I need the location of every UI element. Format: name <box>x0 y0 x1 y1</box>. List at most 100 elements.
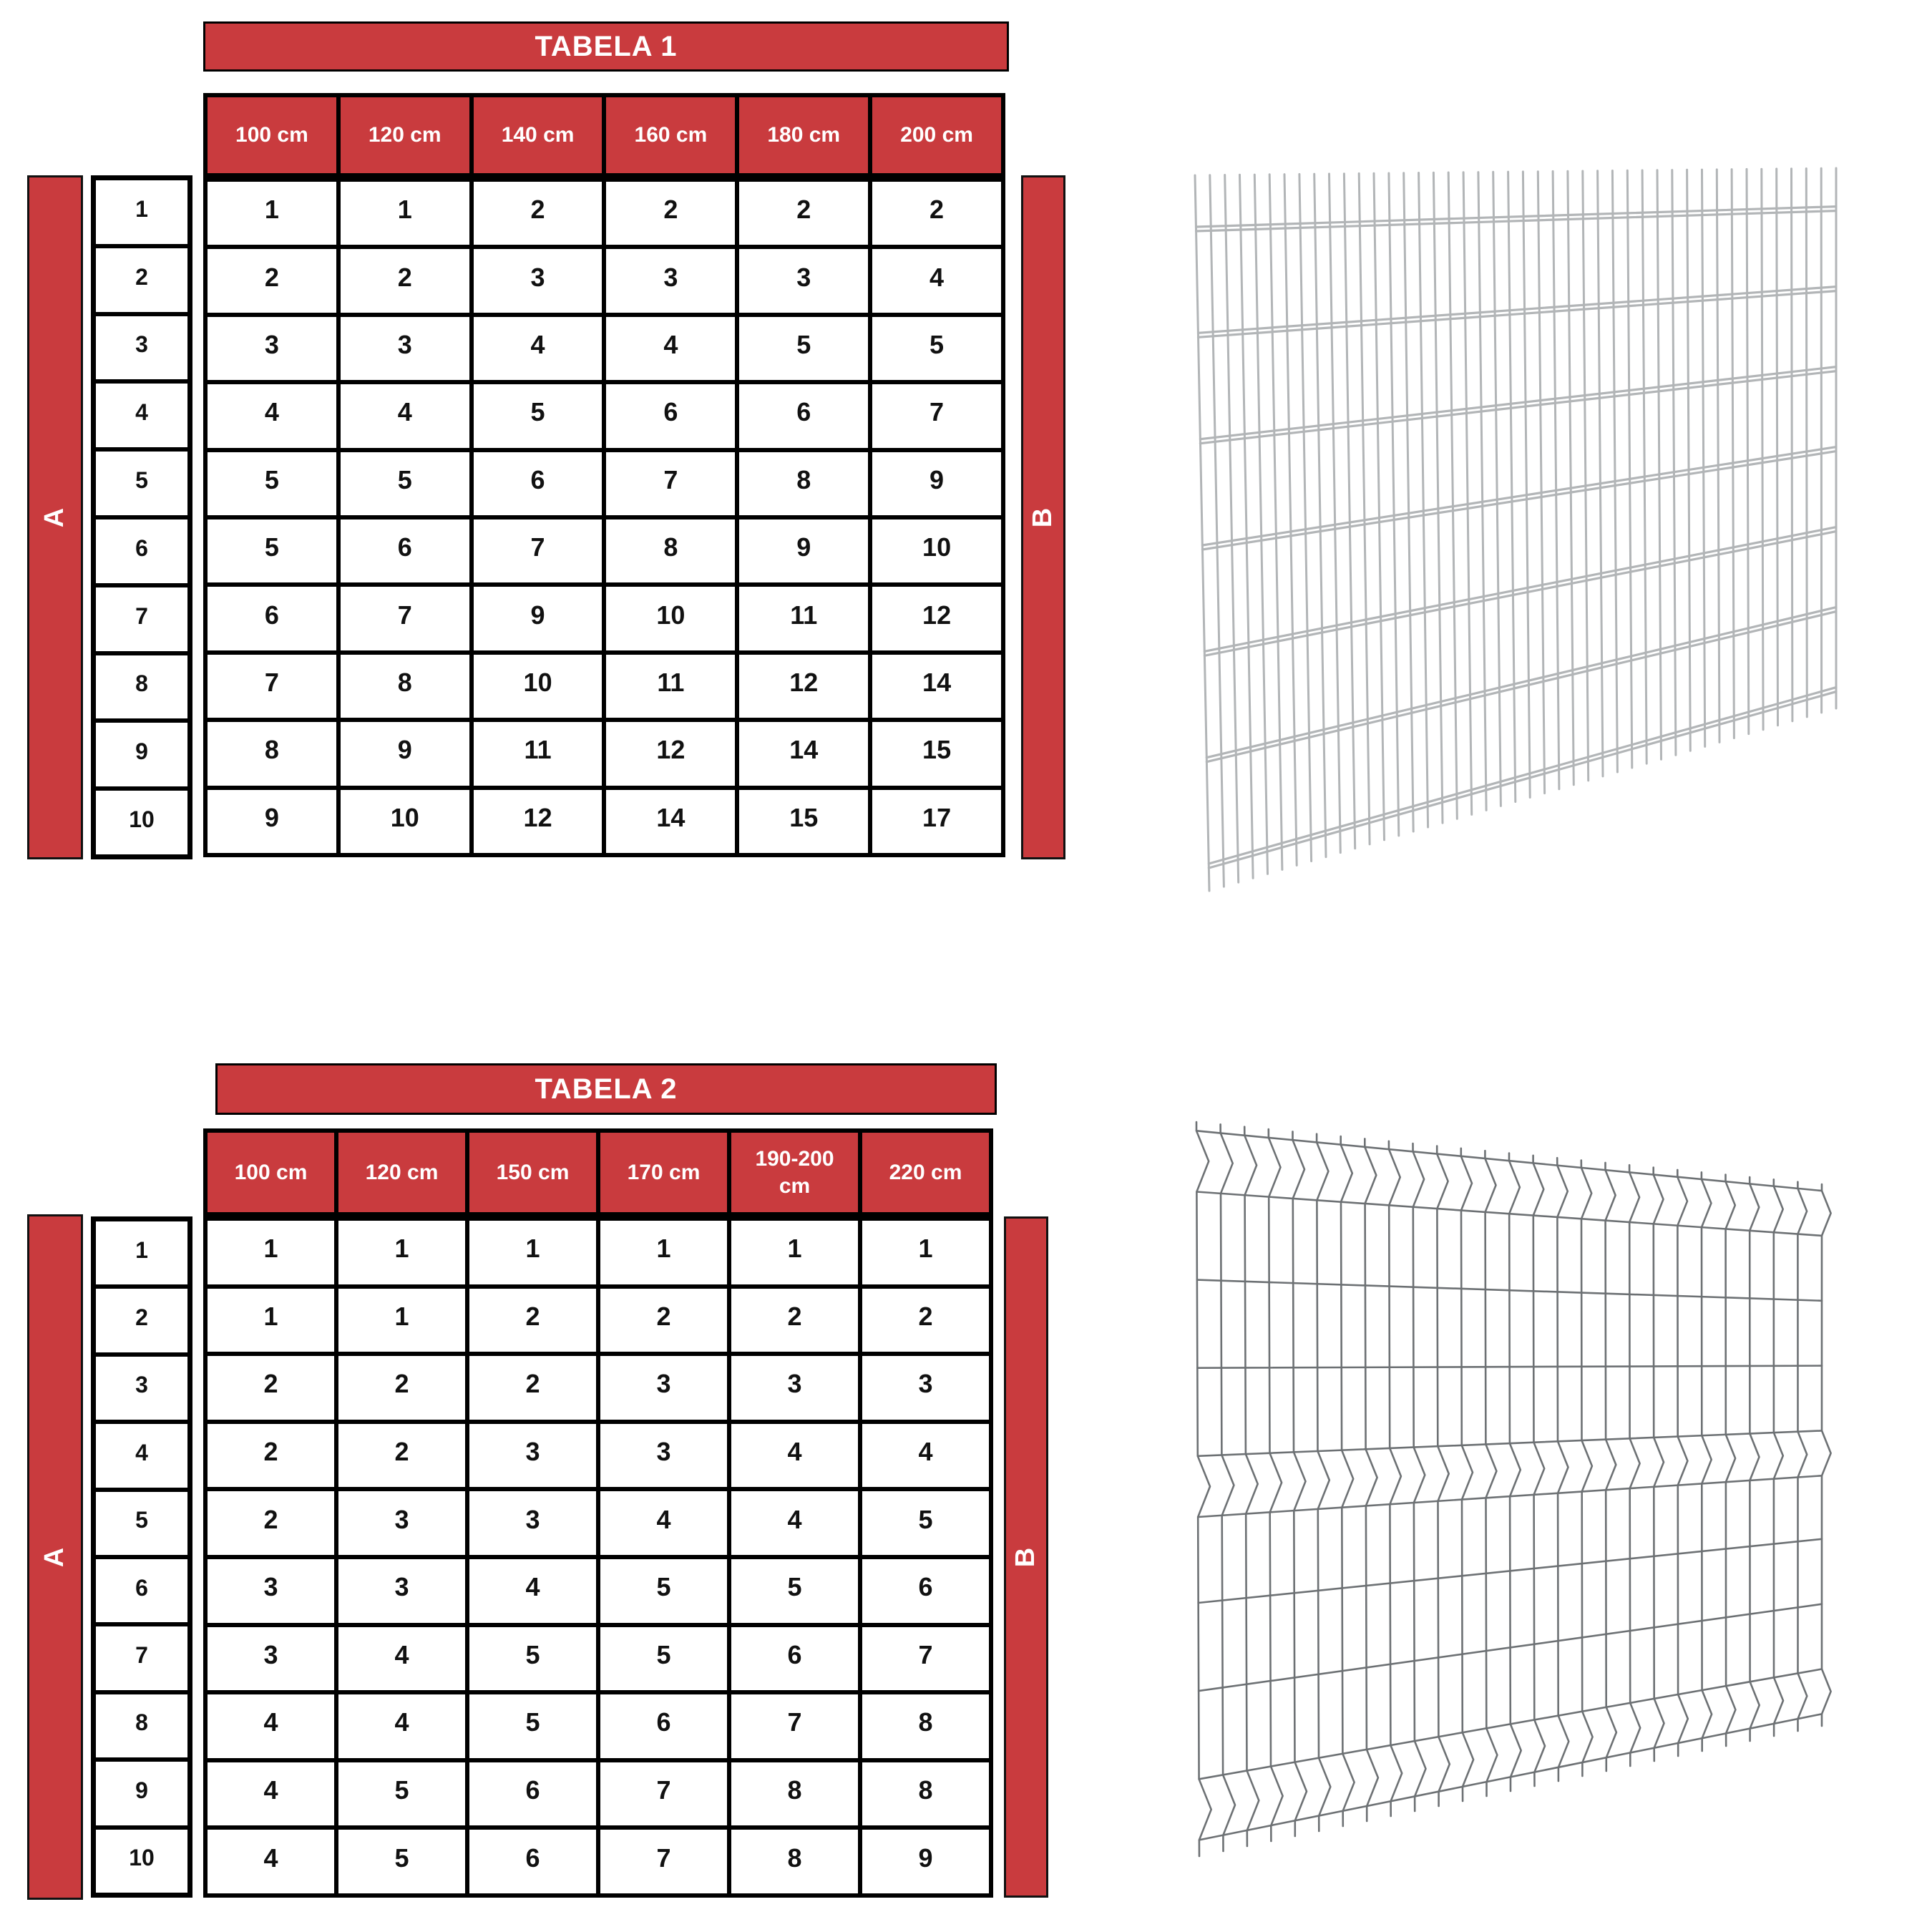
table-cell: 12 <box>737 652 871 721</box>
table-cell: 2 <box>205 1489 336 1557</box>
table2-axis-b-bar: B <box>1004 1216 1048 1898</box>
table-cell: 12 <box>870 585 1003 653</box>
row-label-cell: 2 <box>94 1287 190 1355</box>
table-cell: 9 <box>870 449 1003 517</box>
table-cell: 5 <box>471 382 605 450</box>
table-cell: 8 <box>860 1760 991 1828</box>
table-cell: 5 <box>336 1828 467 1896</box>
table-cell: 1 <box>729 1219 860 1287</box>
table-cell: 3 <box>467 1421 598 1490</box>
table-cell: 5 <box>729 1556 860 1625</box>
table-cell: 3 <box>205 314 338 383</box>
table-cell: 4 <box>467 1556 598 1625</box>
row-label-cell: 8 <box>94 653 190 721</box>
table-cell: 6 <box>729 1624 860 1693</box>
table-cell: 5 <box>860 1489 991 1557</box>
double-wire-2d-fence-panel-image <box>1194 167 1838 892</box>
row-label-cell: 6 <box>94 1557 190 1625</box>
table-cell: 2 <box>870 180 1003 248</box>
column-header-cell: 140 cm <box>471 95 605 175</box>
table1-axis-b-label: B <box>1028 507 1058 527</box>
row-label-cell: 1 <box>94 178 190 246</box>
table-cell: 3 <box>338 314 472 383</box>
table-cell: 4 <box>729 1421 860 1490</box>
table-cell: 6 <box>604 382 738 450</box>
table-cell: 3 <box>860 1354 991 1422</box>
table2-title: TABELA 2 <box>535 1073 678 1105</box>
row-label-cell: 7 <box>94 585 190 653</box>
table-cell: 7 <box>604 449 738 517</box>
row-label-cell: 5 <box>94 449 190 517</box>
row-label-cell: 9 <box>94 721 190 789</box>
table-cell: 3 <box>336 1489 467 1557</box>
table-cell: 8 <box>860 1692 991 1760</box>
table-cell: 12 <box>471 787 605 855</box>
table-cell: 9 <box>205 787 338 855</box>
table-cell: 15 <box>870 720 1003 788</box>
table-cell: 9 <box>338 720 472 788</box>
table-cell: 4 <box>729 1489 860 1557</box>
row-label-cell: 7 <box>94 1624 190 1692</box>
table-cell: 2 <box>860 1286 991 1355</box>
table-cell: 8 <box>604 517 738 585</box>
table-cell: 1 <box>205 180 338 248</box>
table-cell: 1 <box>205 1286 336 1355</box>
table2-axis-a-bar: A <box>27 1214 83 1900</box>
table-cell: 6 <box>471 449 605 517</box>
row-label-cell: 3 <box>94 1354 190 1423</box>
table-cell: 6 <box>338 517 472 585</box>
table-cell: 12 <box>604 720 738 788</box>
table-cell: 11 <box>737 585 871 653</box>
row-label-cell: 10 <box>94 789 190 857</box>
table-cell: 2 <box>467 1286 598 1355</box>
table-cell: 7 <box>860 1624 991 1693</box>
table1-axis-a-bar: A <box>27 175 83 859</box>
row-label-cell: 5 <box>94 1489 190 1557</box>
table-cell: 2 <box>205 1354 336 1422</box>
table-cell: 6 <box>598 1692 729 1760</box>
table-cell: 10 <box>471 652 605 721</box>
table2-column-headers: 100 cm 120 cm 150 cm 170 cm 190-200 cm 220 cm <box>203 1128 993 1216</box>
row-label-cell: 6 <box>94 517 190 585</box>
table-cell: 5 <box>870 314 1003 383</box>
column-header-cell: 100 cm <box>205 1131 336 1214</box>
table-cell: 3 <box>471 247 605 315</box>
table-cell: 4 <box>870 247 1003 315</box>
table1-title-bar: TABELA 1 <box>203 21 1009 72</box>
table-cell: 3 <box>598 1421 729 1490</box>
table-cell: 8 <box>737 449 871 517</box>
table-cell: 1 <box>860 1219 991 1287</box>
table-cell: 17 <box>870 787 1003 855</box>
3d-v-bend-fence-panel-image <box>1195 1121 1832 1858</box>
table-cell: 5 <box>467 1692 598 1760</box>
table1-data-grid: 1 1 2 2 2 2 2 2 3 3 3 4 3 3 4 4 5 5 4 4 5 6 6 7 5 5 6 7 8 9 5 6 7 8 9 10 6 7 9… <box>203 177 1005 857</box>
table-cell: 1 <box>336 1286 467 1355</box>
table-cell: 6 <box>467 1828 598 1896</box>
column-header-cell: 120 cm <box>338 95 472 175</box>
table-cell: 3 <box>729 1354 860 1422</box>
table-cell: 5 <box>598 1624 729 1693</box>
table-cell: 3 <box>467 1489 598 1557</box>
table-cell: 10 <box>338 787 472 855</box>
table-cell: 1 <box>338 180 472 248</box>
row-label-cell: 10 <box>94 1827 190 1895</box>
table-cell: 7 <box>598 1760 729 1828</box>
row-label-cell: 1 <box>94 1219 190 1287</box>
row-label-cell: 4 <box>94 381 190 450</box>
table-cell: 1 <box>467 1219 598 1287</box>
table-cell: 2 <box>336 1354 467 1422</box>
column-header-cell: 190-200 cm <box>729 1131 860 1214</box>
table-cell: 7 <box>598 1828 729 1896</box>
table-cell: 3 <box>604 247 738 315</box>
table-cell: 1 <box>336 1219 467 1287</box>
table-cell: 8 <box>205 720 338 788</box>
table2-title-bar: TABELA 2 <box>215 1063 997 1115</box>
table-cell: 2 <box>336 1421 467 1490</box>
table-cell: 3 <box>205 1624 336 1693</box>
table-cell: 11 <box>604 652 738 721</box>
table-cell: 1 <box>205 1219 336 1287</box>
table-cell: 9 <box>471 585 605 653</box>
table-cell: 3 <box>336 1556 467 1625</box>
column-header-cell: 170 cm <box>598 1131 729 1214</box>
